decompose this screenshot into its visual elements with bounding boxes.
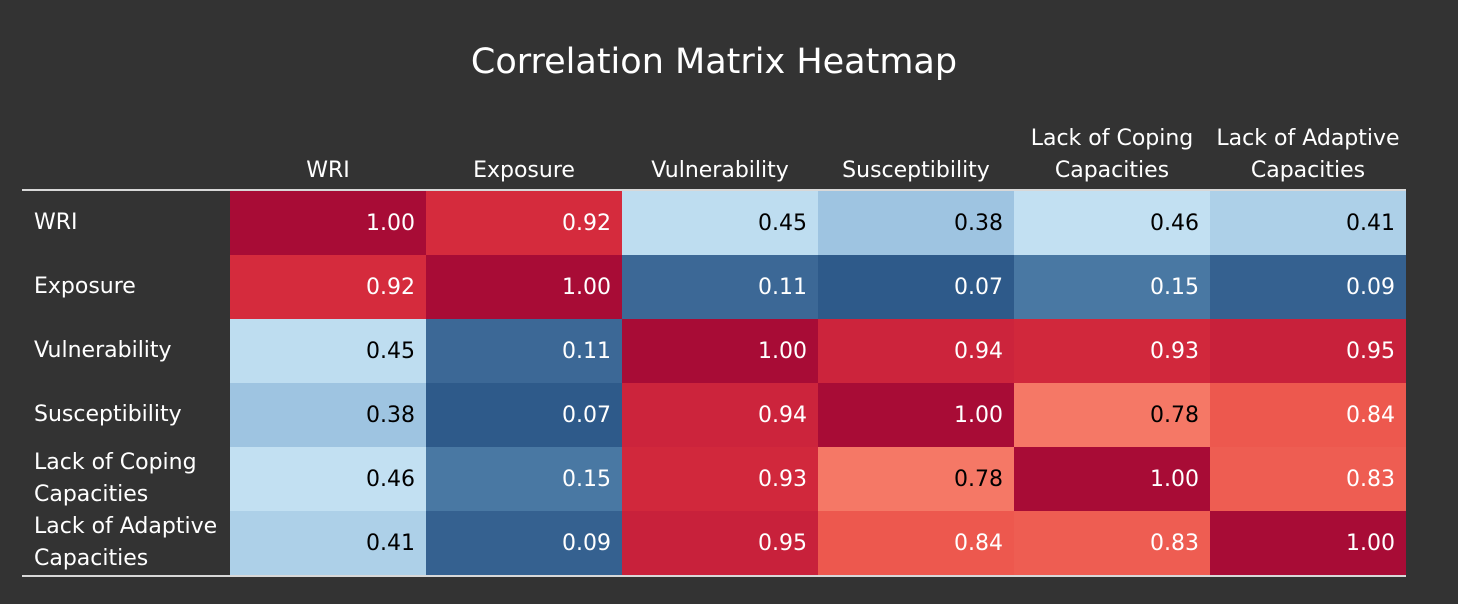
heatmap-cell: 0.92 bbox=[426, 191, 622, 255]
column-header: Vulnerability bbox=[651, 158, 789, 183]
heatmap-cell: 1.00 bbox=[818, 383, 1014, 447]
heatmap-cell: 0.41 bbox=[230, 511, 426, 575]
heatmap-cell: 0.95 bbox=[1210, 319, 1406, 383]
heatmap-cell: 0.09 bbox=[426, 511, 622, 575]
row-header: Lack of Adaptive Capacities bbox=[34, 514, 218, 571]
column-header: Susceptibility bbox=[842, 158, 990, 183]
heatmap-cell: 0.15 bbox=[1014, 255, 1210, 319]
column-header: Lack of Coping Capacities bbox=[1030, 126, 1194, 183]
heatmap-cell: 1.00 bbox=[622, 319, 818, 383]
heatmap-cell: 0.93 bbox=[1014, 319, 1210, 383]
heatmap-cell: 0.46 bbox=[1014, 191, 1210, 255]
heatmap-cell: 0.78 bbox=[818, 447, 1014, 511]
row-header: Lack of Coping Capacities bbox=[34, 450, 197, 507]
row-header: Susceptibility bbox=[34, 402, 182, 427]
heatmap-cell: 1.00 bbox=[426, 255, 622, 319]
heatmap-cell: 0.46 bbox=[230, 447, 426, 511]
heatmap-cell: 0.94 bbox=[818, 319, 1014, 383]
row-header: WRI bbox=[34, 210, 78, 235]
heatmap-cell: 0.83 bbox=[1014, 511, 1210, 575]
bottom-rule bbox=[22, 575, 1406, 577]
heatmap-cell: 1.00 bbox=[230, 191, 426, 255]
heatmap-cell: 0.93 bbox=[622, 447, 818, 511]
heatmap-cell: 1.00 bbox=[1210, 511, 1406, 575]
heatmap-cell: 0.45 bbox=[622, 191, 818, 255]
row-header: Exposure bbox=[34, 274, 136, 299]
heatmap-cell: 0.41 bbox=[1210, 191, 1406, 255]
heatmap-cell: 0.38 bbox=[818, 191, 1014, 255]
column-header: Exposure bbox=[473, 158, 575, 183]
heatmap-cell: 0.78 bbox=[1014, 383, 1210, 447]
heatmap-cell: 0.95 bbox=[622, 511, 818, 575]
heatmap-cell: 0.83 bbox=[1210, 447, 1406, 511]
heatmap-cell: 0.07 bbox=[426, 383, 622, 447]
header-rule bbox=[22, 189, 1406, 191]
heatmap-cell: 1.00 bbox=[1014, 447, 1210, 511]
heatmap-cell: 0.92 bbox=[230, 255, 426, 319]
heatmap-cell: 0.11 bbox=[622, 255, 818, 319]
heatmap-cell: 0.15 bbox=[426, 447, 622, 511]
heatmap-cell: 0.45 bbox=[230, 319, 426, 383]
row-header: Vulnerability bbox=[34, 338, 172, 363]
heatmap-cell: 0.38 bbox=[230, 383, 426, 447]
heatmap-cell: 0.84 bbox=[818, 511, 1014, 575]
heatmap-cell: 0.07 bbox=[818, 255, 1014, 319]
chart-title: Correlation Matrix Heatmap bbox=[470, 42, 958, 82]
heatmap-cell: 0.11 bbox=[426, 319, 622, 383]
heatmap-cell: 0.09 bbox=[1210, 255, 1406, 319]
heatmap-cell: 0.94 bbox=[622, 383, 818, 447]
column-header: Lack of Adaptive Capacities bbox=[1216, 126, 1400, 183]
heatmap-cell: 0.84 bbox=[1210, 383, 1406, 447]
column-header: WRI bbox=[306, 158, 350, 183]
